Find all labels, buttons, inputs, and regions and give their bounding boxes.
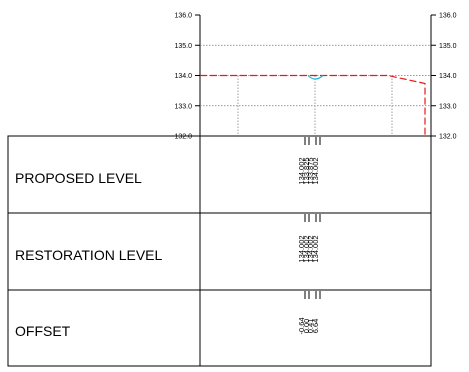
- table-cell-value: 134.002: [311, 235, 320, 262]
- table-cell-value: 0.00: [302, 319, 311, 334]
- data-table: PROPOSED LEVEL RESTORATION LEVEL OFFSET …: [7, 135, 432, 367]
- table-cell-value: 134.002: [297, 235, 306, 262]
- y-tick-label-right: 135.0: [439, 43, 457, 50]
- table-cell-value: 134.002: [311, 157, 320, 184]
- row-label-proposed-level: PROPOSED LEVEL: [15, 170, 142, 186]
- proposed-level-line: [200, 74, 426, 136]
- grid-lines: [200, 44, 431, 136]
- table-frame: [7, 135, 432, 367]
- table-cell-value: 134.002: [306, 235, 315, 262]
- y-tick-label-left: 133.0: [174, 103, 192, 110]
- y-axis-ticks: 136.0 136.0 135.0 135.0 134.0 134.0 133.0 133.0…: [174, 13, 456, 141]
- table-cell-value: -0.64: [297, 317, 306, 334]
- y-tick-label-left: 134.0: [174, 73, 192, 80]
- y-tick-label-right: 136.0: [439, 13, 457, 20]
- existing-ground-line: [307, 75, 324, 80]
- profile-lines: [200, 74, 426, 136]
- y-tick-label-right: 134.0: [439, 73, 457, 80]
- table-cell-value: 134.002: [297, 157, 306, 184]
- table-cell-value: 133.825: [302, 157, 311, 184]
- y-tick-label-right: 133.0: [439, 103, 457, 110]
- table-cell-value: 6.64: [311, 319, 320, 334]
- offset-values: -0.640.000.416.64: [297, 291, 321, 335]
- table-cell-value: 133.875: [306, 157, 315, 184]
- y-tick-label-left: 136.0: [174, 13, 192, 20]
- table-cell-value: 0.41: [306, 319, 315, 334]
- y-tick-label-right: 132.0: [439, 134, 457, 141]
- chart-area: 136.0 136.0 135.0 135.0 134.0 134.0 133.0 133.0…: [174, 13, 456, 141]
- table-cell-value: 134.002: [302, 235, 311, 262]
- row-label-restoration-level: RESTORATION LEVEL: [15, 247, 163, 263]
- y-tick-label-left: 135.0: [174, 43, 192, 50]
- y-tick-label-left: 132.0: [174, 134, 192, 141]
- row-label-offset: OFFSET: [15, 323, 71, 339]
